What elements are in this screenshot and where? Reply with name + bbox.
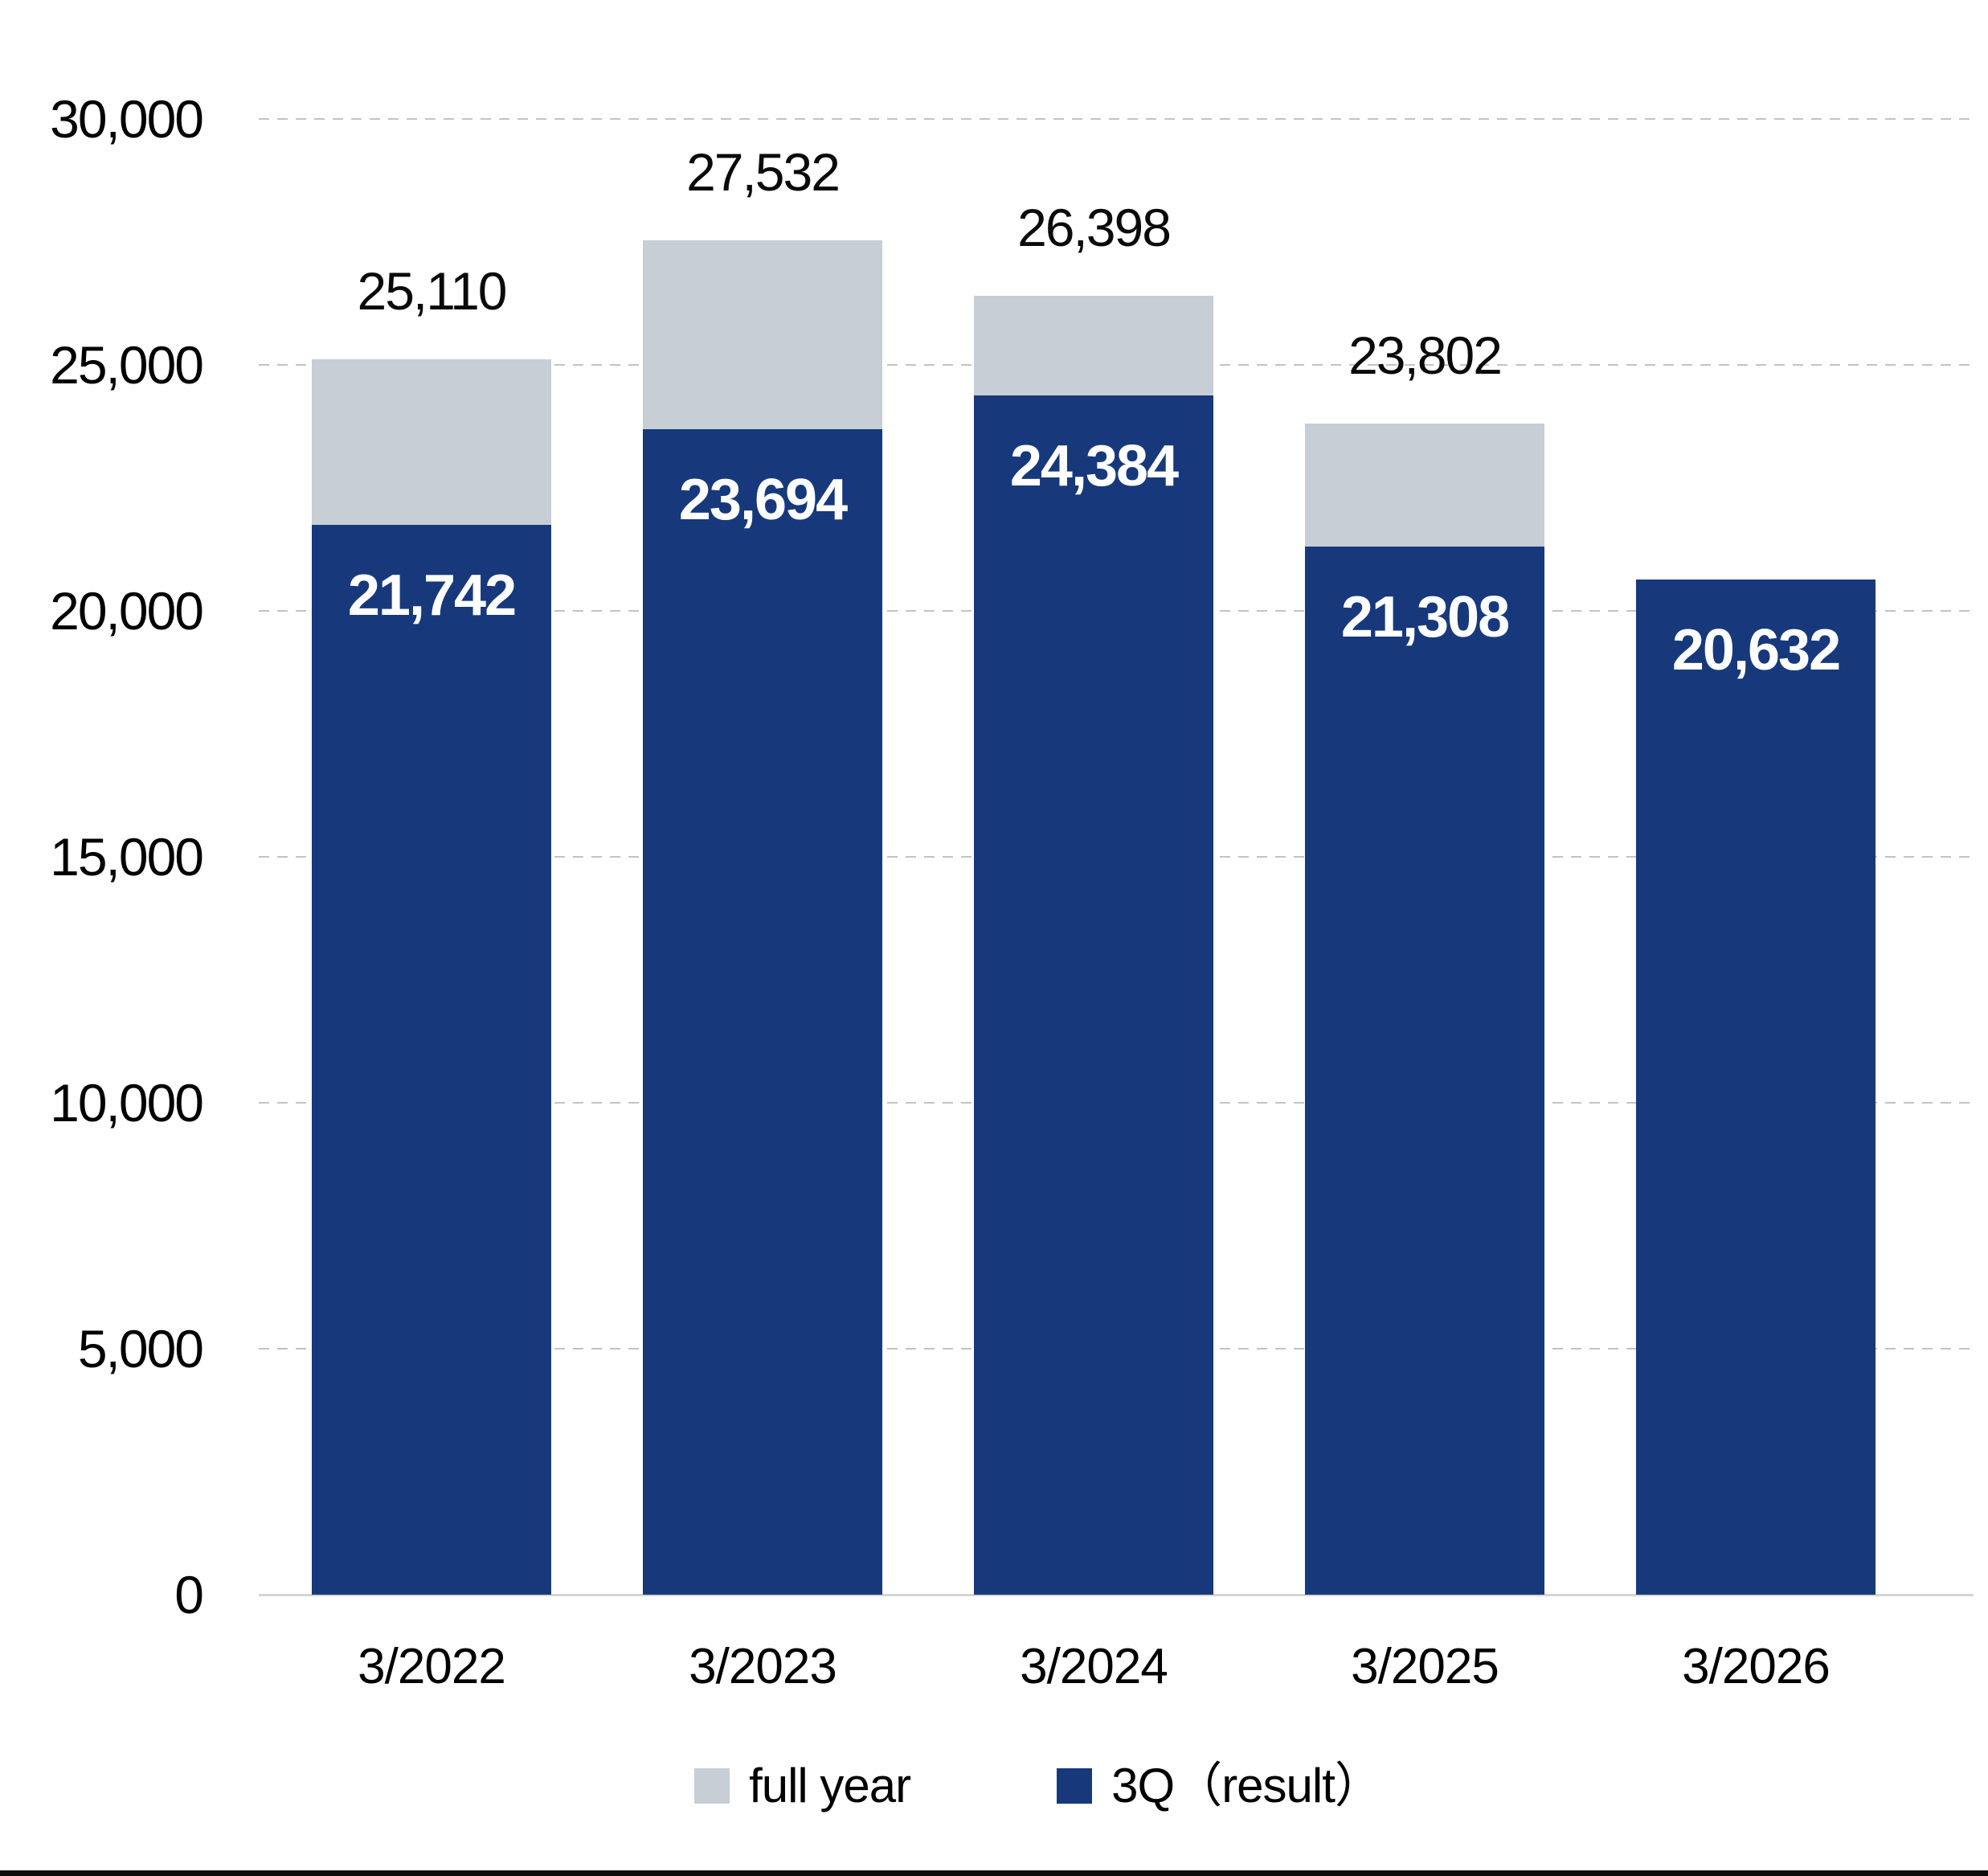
bar-group-3-2023: 23,694 27,532 xyxy=(597,119,928,1595)
legend-label: full year xyxy=(749,1759,911,1813)
y-axis-tick-label: 15,000 xyxy=(50,827,204,887)
bar-3q-label: 21,308 xyxy=(1340,584,1510,649)
bar-segment-3q: 21,308 xyxy=(1305,546,1544,1595)
y-axis-tick-label: 0 xyxy=(174,1565,204,1624)
bar-3q-label: 23,694 xyxy=(678,467,848,532)
legend-swatch xyxy=(1057,1768,1093,1804)
bar-group-3-2026: 20,632 xyxy=(1590,119,1921,1595)
x-axis-label: 3/2025 xyxy=(1351,1639,1499,1694)
gridline xyxy=(259,118,1974,120)
bar-group-3-2022: 21,742 25,110 xyxy=(266,119,597,1595)
bar-segment-3q: 21,742 xyxy=(312,525,551,1595)
plot-area: 21,742 25,110 23,694 27,532 24,384 26,398 21,3… xyxy=(259,118,1974,1596)
bar-segment-full-year xyxy=(974,296,1213,395)
bar-group-3-2024: 24,384 26,398 xyxy=(928,119,1259,1595)
legend-item-3q-result-: 3Q（result） xyxy=(1057,1759,1383,1813)
bar-segment-full-year xyxy=(312,359,551,526)
bar-segment-full-year xyxy=(643,240,882,429)
y-axis-tick-label: 30,000 xyxy=(50,89,204,149)
legend-label: 3Q（result） xyxy=(1111,1759,1383,1813)
y-axis-tick-label: 5,000 xyxy=(77,1319,204,1378)
legend: full year 3Q（result） xyxy=(44,1759,1988,1813)
bar-total-label: 25,110 xyxy=(357,261,508,322)
bar-3q-label: 20,632 xyxy=(1671,618,1841,683)
x-axis-label: 3/2023 xyxy=(689,1639,837,1694)
y-axis: 0 5,000 10,000 15,000 20,000 25,000 30,000 xyxy=(0,92,204,1621)
x-axis-label: 3/2022 xyxy=(358,1639,506,1694)
bar-segment-3q: 24,384 xyxy=(974,395,1213,1595)
bottom-border-rule xyxy=(0,1870,1988,1876)
bar-3q-label: 24,384 xyxy=(1009,433,1179,498)
x-axis-label: 3/2024 xyxy=(1020,1639,1168,1694)
bar-segment-3q: 20,632 xyxy=(1636,580,1876,1595)
bar-segment-full-year xyxy=(1305,424,1544,547)
y-axis-tick-label: 10,000 xyxy=(50,1072,204,1133)
y-axis-tick-label: 20,000 xyxy=(50,580,204,641)
bar-total-label: 23,802 xyxy=(1348,326,1503,386)
x-axis-label: 3/2026 xyxy=(1682,1639,1831,1694)
bar-total-label: 27,532 xyxy=(686,142,841,203)
bar-group-3-2025: 21,308 23,802 xyxy=(1259,119,1590,1595)
bars-row: 21,742 25,110 23,694 27,532 24,384 26,398 21,3… xyxy=(266,119,1921,1595)
x-axis: 3/2022 3/2023 3/2024 3/2025 3/2026 xyxy=(266,1638,1921,1696)
bar-segment-3q: 23,694 xyxy=(643,428,882,1595)
legend-item-full-year: full year xyxy=(694,1759,911,1813)
x-axis-line xyxy=(259,1594,1974,1596)
y-axis-tick-label: 25,000 xyxy=(50,334,204,395)
bar-total-label: 26,398 xyxy=(1017,198,1172,258)
bar-3q-label: 21,742 xyxy=(347,563,517,629)
legend-swatch xyxy=(694,1768,730,1804)
